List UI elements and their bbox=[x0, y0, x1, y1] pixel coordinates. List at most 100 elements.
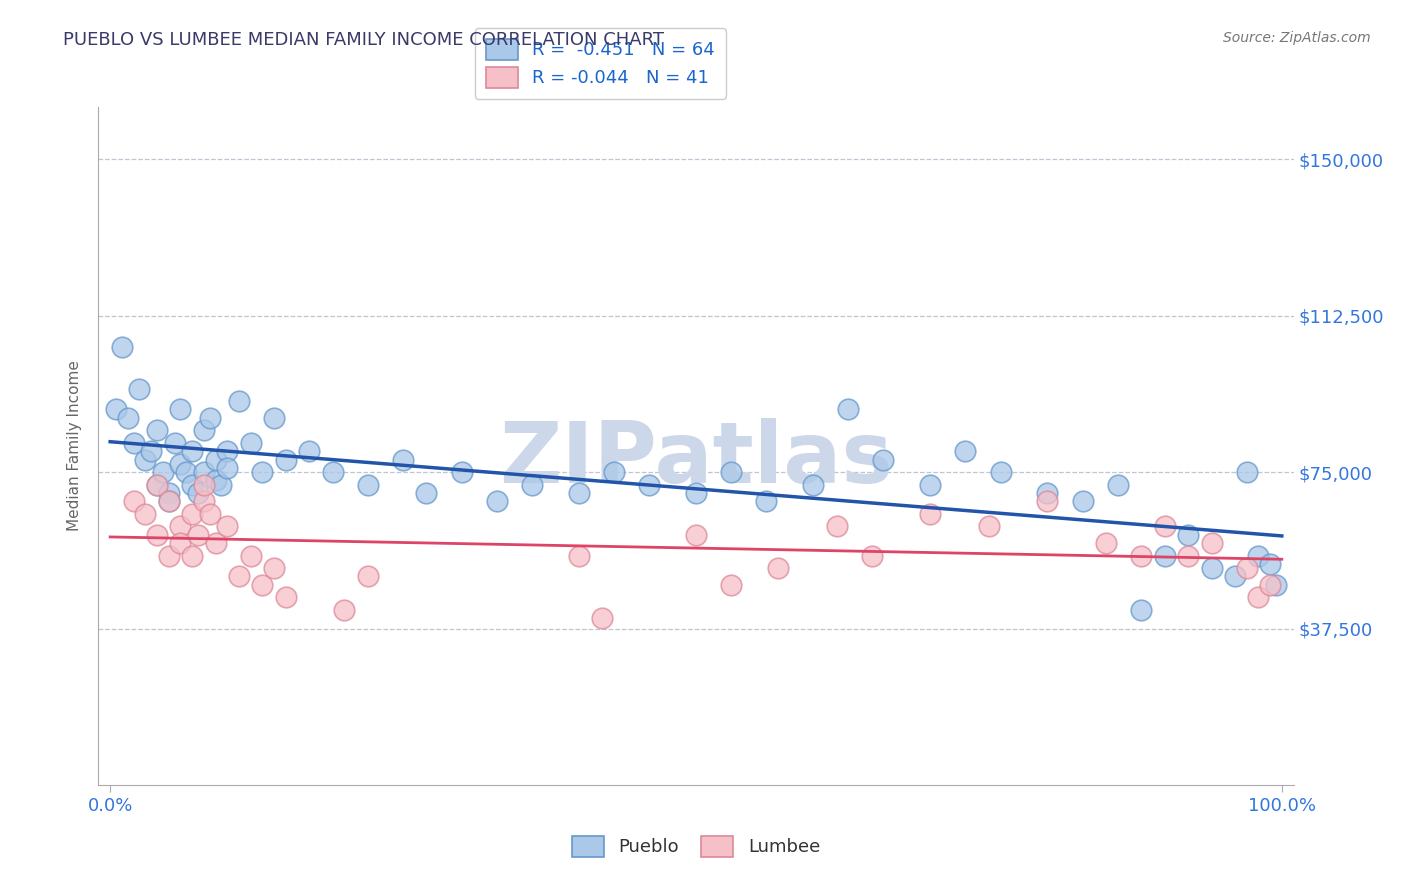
Point bbox=[134, 507, 156, 521]
Text: ZIPatlas: ZIPatlas bbox=[499, 418, 893, 501]
Point bbox=[720, 578, 742, 592]
Point bbox=[1130, 603, 1153, 617]
Point bbox=[198, 410, 221, 425]
Point bbox=[193, 477, 215, 491]
Point bbox=[193, 494, 215, 508]
Point bbox=[825, 519, 848, 533]
Point bbox=[1036, 486, 1059, 500]
Text: Source: ZipAtlas.com: Source: ZipAtlas.com bbox=[1223, 31, 1371, 45]
Point bbox=[1223, 569, 1246, 583]
Point bbox=[117, 410, 139, 425]
Point bbox=[1095, 536, 1118, 550]
Point bbox=[766, 561, 789, 575]
Point bbox=[415, 486, 437, 500]
Point bbox=[357, 477, 380, 491]
Point bbox=[169, 457, 191, 471]
Point bbox=[181, 477, 204, 491]
Point bbox=[450, 465, 472, 479]
Point bbox=[163, 435, 186, 450]
Point bbox=[568, 486, 591, 500]
Point bbox=[146, 423, 169, 437]
Point bbox=[685, 527, 707, 541]
Point bbox=[990, 465, 1012, 479]
Point bbox=[274, 591, 297, 605]
Point bbox=[228, 394, 250, 409]
Point bbox=[146, 477, 169, 491]
Point bbox=[111, 340, 134, 354]
Point bbox=[263, 561, 285, 575]
Point bbox=[1153, 519, 1175, 533]
Point bbox=[169, 519, 191, 533]
Point bbox=[198, 507, 221, 521]
Point bbox=[685, 486, 707, 500]
Point bbox=[228, 569, 250, 583]
Legend: Pueblo, Lumbee: Pueblo, Lumbee bbox=[565, 829, 827, 864]
Point bbox=[603, 465, 626, 479]
Point bbox=[174, 465, 197, 479]
Point bbox=[1247, 591, 1270, 605]
Point bbox=[1071, 494, 1094, 508]
Point bbox=[1247, 549, 1270, 563]
Point bbox=[141, 444, 163, 458]
Point bbox=[157, 486, 180, 500]
Point bbox=[872, 452, 894, 467]
Point bbox=[204, 452, 226, 467]
Point bbox=[720, 465, 742, 479]
Point bbox=[955, 444, 977, 458]
Point bbox=[239, 435, 262, 450]
Point bbox=[1236, 465, 1258, 479]
Point bbox=[977, 519, 1000, 533]
Point bbox=[146, 477, 169, 491]
Point bbox=[152, 465, 174, 479]
Point bbox=[239, 549, 262, 563]
Point bbox=[263, 410, 285, 425]
Point bbox=[134, 452, 156, 467]
Point bbox=[1130, 549, 1153, 563]
Point bbox=[1153, 549, 1175, 563]
Point bbox=[181, 507, 204, 521]
Point bbox=[187, 527, 209, 541]
Point bbox=[520, 477, 543, 491]
Point bbox=[193, 423, 215, 437]
Point bbox=[146, 527, 169, 541]
Point bbox=[1258, 557, 1281, 571]
Point bbox=[169, 402, 191, 417]
Point bbox=[638, 477, 661, 491]
Point bbox=[274, 452, 297, 467]
Point bbox=[252, 578, 274, 592]
Point bbox=[568, 549, 591, 563]
Point bbox=[1177, 549, 1199, 563]
Y-axis label: Median Family Income: Median Family Income bbox=[67, 360, 83, 532]
Point bbox=[333, 603, 356, 617]
Point bbox=[181, 444, 204, 458]
Point bbox=[1265, 578, 1288, 592]
Point bbox=[122, 494, 145, 508]
Point bbox=[801, 477, 824, 491]
Point bbox=[128, 382, 150, 396]
Point bbox=[1236, 561, 1258, 575]
Point bbox=[591, 611, 613, 625]
Point bbox=[392, 452, 415, 467]
Text: PUEBLO VS LUMBEE MEDIAN FAMILY INCOME CORRELATION CHART: PUEBLO VS LUMBEE MEDIAN FAMILY INCOME CO… bbox=[63, 31, 664, 49]
Point bbox=[217, 461, 239, 475]
Point bbox=[1201, 536, 1223, 550]
Point bbox=[181, 549, 204, 563]
Point bbox=[298, 444, 321, 458]
Point bbox=[322, 465, 344, 479]
Point bbox=[204, 474, 226, 488]
Point bbox=[157, 549, 180, 563]
Point bbox=[860, 549, 883, 563]
Point bbox=[1036, 494, 1059, 508]
Point bbox=[105, 402, 128, 417]
Point bbox=[837, 402, 859, 417]
Point bbox=[357, 569, 380, 583]
Point bbox=[1177, 527, 1199, 541]
Point bbox=[217, 444, 239, 458]
Point bbox=[157, 494, 180, 508]
Point bbox=[169, 536, 191, 550]
Point bbox=[211, 477, 233, 491]
Point bbox=[755, 494, 778, 508]
Point bbox=[920, 507, 942, 521]
Point bbox=[217, 519, 239, 533]
Point bbox=[1201, 561, 1223, 575]
